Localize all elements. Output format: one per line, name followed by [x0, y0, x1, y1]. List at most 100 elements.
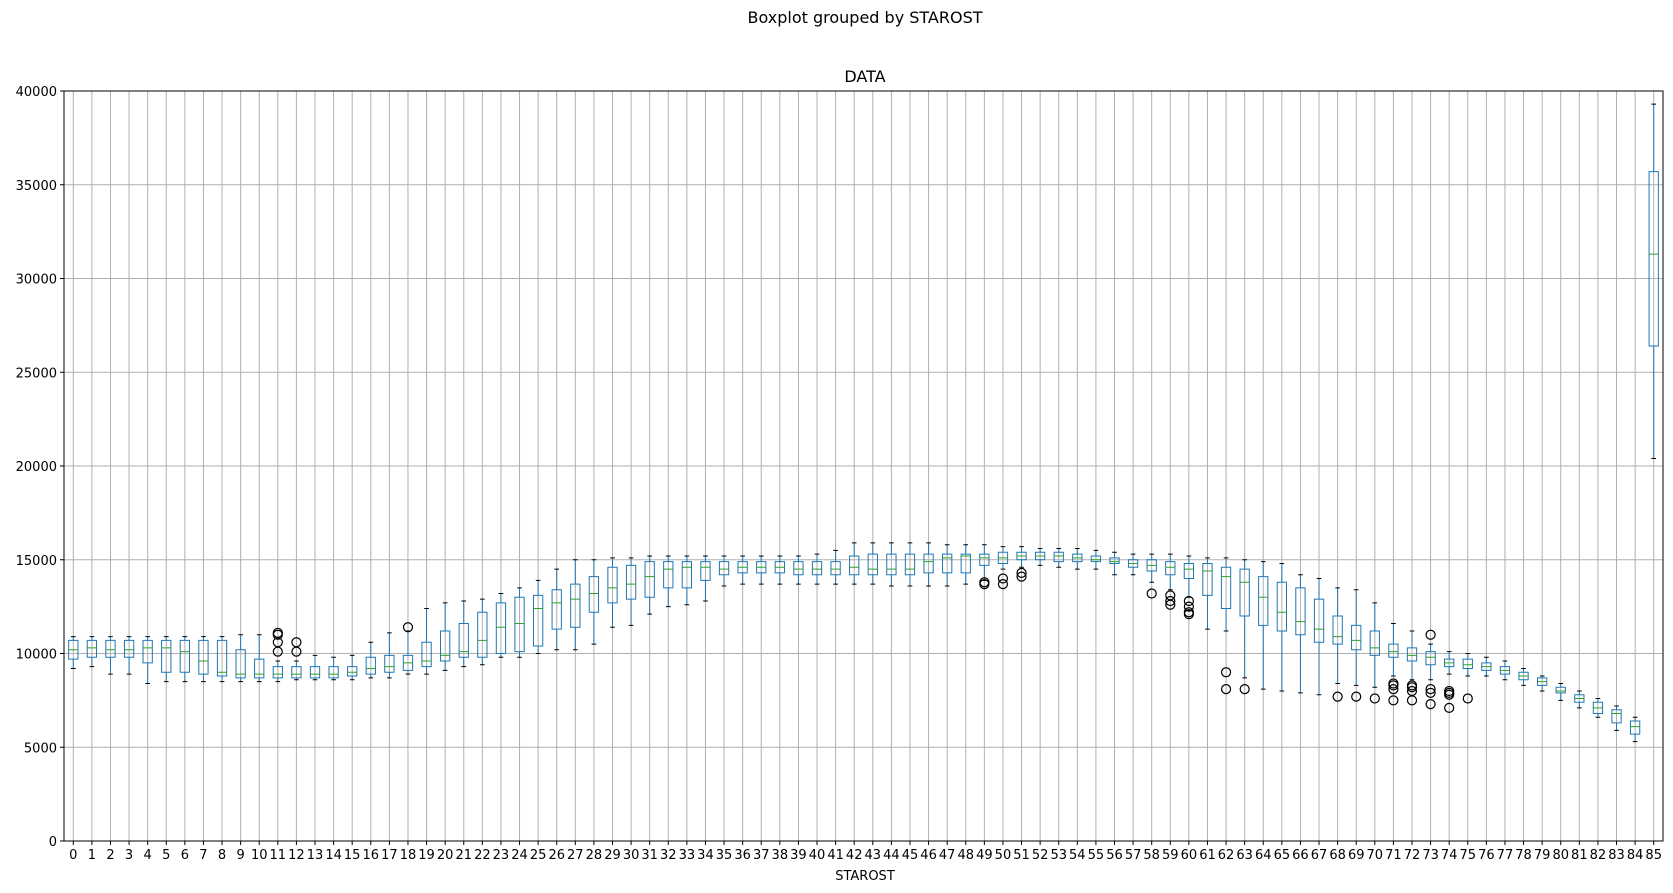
box-body [1239, 568, 1250, 617]
box-body [421, 641, 432, 668]
x-tick-label: 46 [920, 848, 937, 863]
box-81 [1574, 690, 1585, 709]
outlier-point [1425, 687, 1436, 698]
box-body [625, 564, 637, 600]
box-11 [272, 627, 283, 683]
outlier-point [1183, 601, 1194, 612]
y-tick-label: 15000 [16, 554, 57, 569]
x-tick-label: 23 [493, 848, 510, 863]
box-body [347, 666, 358, 677]
box-75 [1462, 653, 1473, 704]
box-32 [663, 555, 674, 608]
x-tick-label: 65 [1274, 848, 1291, 863]
x-tick-label: 18 [400, 848, 417, 863]
box-body [1202, 563, 1213, 596]
box-1 [86, 636, 98, 668]
x-tick-label: 79 [1534, 848, 1551, 863]
x-tick-label: 31 [641, 848, 658, 863]
x-tick-label: 61 [1199, 848, 1216, 863]
box-61 [1202, 557, 1213, 630]
x-tick-label: 73 [1422, 848, 1439, 863]
box-body [718, 561, 730, 576]
x-tick-label: 64 [1255, 848, 1272, 863]
x-tick-label: 84 [1627, 848, 1644, 863]
box-2 [105, 636, 116, 675]
box-body [123, 639, 135, 658]
box-body [216, 639, 228, 677]
box-body [923, 553, 934, 574]
box-body [960, 553, 971, 574]
outlier-point [1183, 607, 1194, 618]
box-37 [756, 555, 767, 585]
outlier-point [1444, 685, 1455, 697]
box-9 [235, 634, 246, 683]
outlier-point [1388, 695, 1399, 706]
box-62 [1220, 557, 1232, 695]
box-body [495, 602, 507, 654]
box-47 [942, 544, 953, 587]
x-tick-label: 60 [1181, 848, 1198, 863]
box-34 [700, 555, 711, 602]
x-tick-label: 27 [567, 848, 584, 863]
box-23 [495, 593, 507, 658]
y-tick-label: 40000 [16, 85, 57, 100]
box-33 [681, 555, 693, 606]
x-tick-label: 20 [437, 848, 454, 863]
box-body [1313, 598, 1325, 643]
box-13 [309, 654, 321, 681]
box-body [1165, 561, 1176, 576]
x-tick-label: 67 [1311, 848, 1328, 863]
x-tick-label: 24 [511, 848, 528, 863]
box-body [1406, 647, 1418, 662]
outlier-point [1239, 684, 1250, 695]
x-tick-label: 82 [1590, 848, 1607, 863]
y-tick-label: 5000 [24, 741, 57, 756]
box-body [328, 666, 339, 679]
x-tick-label: 37 [753, 848, 770, 863]
x-tick-label: 41 [827, 848, 844, 863]
box-25 [532, 579, 544, 654]
box-body [1258, 576, 1269, 626]
box-48 [960, 544, 971, 585]
x-tick-label: 54 [1069, 848, 1086, 863]
box-body [1090, 555, 1102, 563]
box-body [830, 561, 841, 576]
x-tick-label: 47 [939, 848, 956, 863]
box-78 [1518, 668, 1529, 686]
box-body [514, 596, 525, 653]
box-0 [68, 636, 79, 669]
box-54 [1072, 548, 1083, 570]
box-57 [1127, 553, 1139, 576]
box-56 [1109, 551, 1120, 576]
box-body [309, 666, 321, 679]
outlier-point [1351, 691, 1362, 702]
box-73 [1425, 629, 1436, 710]
box-76 [1481, 656, 1492, 677]
x-tick-label: 75 [1459, 848, 1476, 863]
box-body [607, 566, 618, 604]
outlier-point [1425, 684, 1436, 695]
box-3 [123, 636, 135, 675]
y-tick-label: 20000 [16, 460, 57, 475]
box-85 [1648, 103, 1659, 459]
y-tick-label: 0 [49, 835, 57, 850]
box-body [254, 658, 265, 679]
box-43 [867, 542, 878, 585]
box-46 [923, 542, 934, 587]
box-69 [1351, 589, 1362, 702]
box-body [1295, 587, 1306, 636]
outlier-point [1444, 702, 1455, 713]
x-tick-label: 43 [865, 848, 882, 863]
box-45 [904, 542, 916, 587]
x-tick-label: 11 [270, 848, 287, 863]
box-body [551, 589, 562, 630]
box-68 [1332, 587, 1343, 702]
box-82 [1592, 698, 1604, 718]
box-18 [402, 622, 414, 675]
x-tick-label: 74 [1441, 848, 1458, 863]
outlier-point [1332, 691, 1343, 702]
box-15 [347, 654, 358, 681]
x-tick-label: 48 [957, 848, 974, 863]
box-67 [1313, 578, 1325, 696]
x-tick-label: 2 [106, 848, 114, 863]
